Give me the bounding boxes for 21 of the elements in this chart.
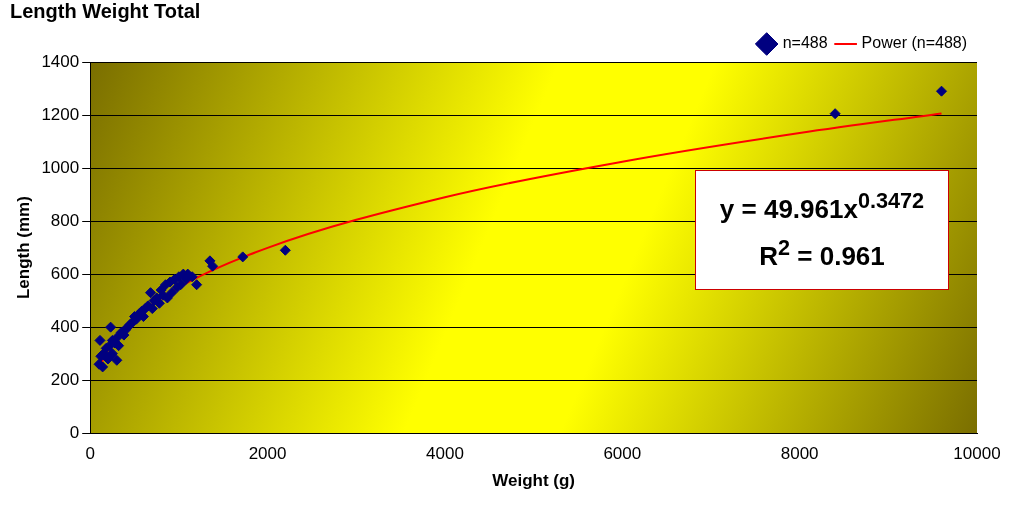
y-tick-label: 200 [50,369,80,389]
legend-label: n=488 [782,34,828,52]
y-tick-label: 800 [50,210,80,230]
x-tick-label: 8000 [780,444,819,464]
y-tick-label: 1200 [41,104,80,124]
chart-title: Length Weight Total [10,0,201,22]
x-tick-label: 4000 [426,444,464,464]
y-axis-title: Length (mm) [13,196,33,300]
x-tick-label: 2000 [248,444,287,464]
y-tick-label: 0 [69,422,80,442]
y-tick-label: 600 [50,263,80,283]
x-tick-label: 0 [85,444,95,464]
x-tick-label: 10000 [953,444,1001,464]
legend-label: Power (n=488) [861,34,967,52]
annotation: y = 49.961x$^{0.3472}$ [718,188,926,225]
x-tick-label: 6000 [603,444,642,464]
x-axis-title: Weight (g) [492,471,575,491]
annotation: R$^{2}$ = 0.961 [758,235,886,272]
y-tick-label: 1000 [41,157,80,177]
y-tick-label: 400 [50,316,80,336]
y-tick-label: 1400 [41,51,80,71]
